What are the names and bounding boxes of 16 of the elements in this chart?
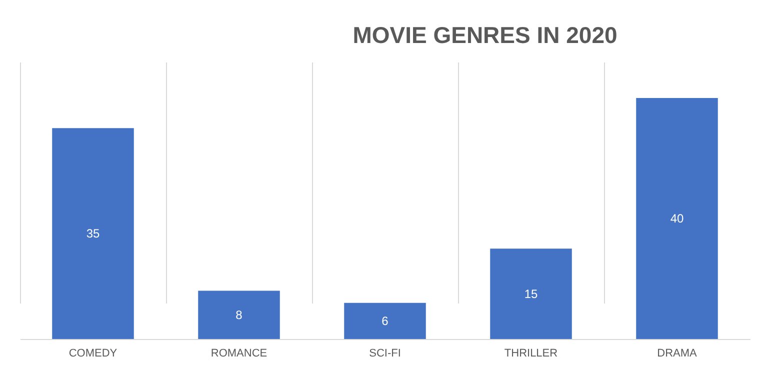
bar bbox=[52, 128, 134, 339]
chart-title: MOVIE GENRES IN 2020 bbox=[352, 22, 618, 48]
bar bbox=[636, 98, 718, 339]
x-tick-label: DRAMA bbox=[657, 348, 698, 360]
x-tick-label: COMEDY bbox=[68, 348, 118, 360]
x-tick-label: SCI-FI bbox=[369, 348, 401, 360]
x-tick-label: THRILLER bbox=[504, 348, 558, 360]
bar bbox=[344, 302, 426, 339]
x-tick-label: ROMANCE bbox=[210, 348, 268, 360]
data-label: 15 bbox=[524, 286, 538, 301]
data-label: 6 bbox=[382, 314, 389, 328]
data-label: 8 bbox=[236, 308, 243, 322]
data-label: 35 bbox=[86, 226, 100, 241]
data-label: 40 bbox=[670, 212, 684, 226]
bar bbox=[490, 248, 572, 339]
bar bbox=[198, 290, 280, 339]
